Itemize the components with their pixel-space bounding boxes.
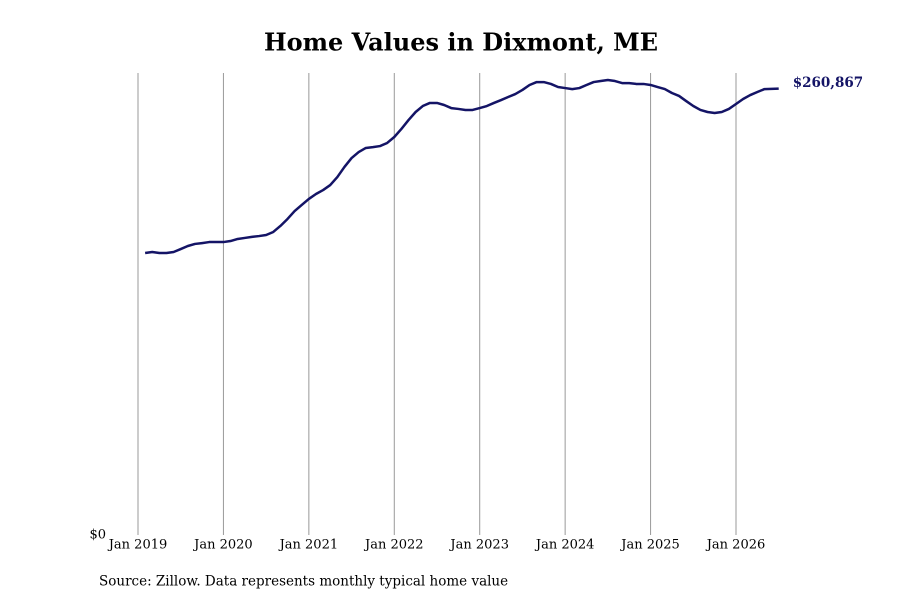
x-tick-label: Jan 2024	[534, 538, 595, 553]
x-tick-label: Jan 2026	[705, 538, 766, 553]
x-tick-label: Jan 2021	[278, 538, 339, 553]
chart-title: Home Values in Dixmont, ME	[264, 28, 658, 57]
y-tick-label: $0	[89, 528, 106, 543]
x-tick-label: Jan 2023	[448, 538, 509, 553]
x-tick-label: Jan 2020	[192, 538, 253, 553]
x-tick-label: Jan 2022	[363, 538, 424, 553]
data-line	[144, 78, 779, 255]
x-tick-label: Jan 2019	[107, 538, 168, 553]
x-tick-label: Jan 2025	[619, 538, 680, 553]
value-label: $260,867	[793, 75, 863, 91]
source-note: Source: Zillow. Data represents monthly …	[99, 574, 508, 590]
